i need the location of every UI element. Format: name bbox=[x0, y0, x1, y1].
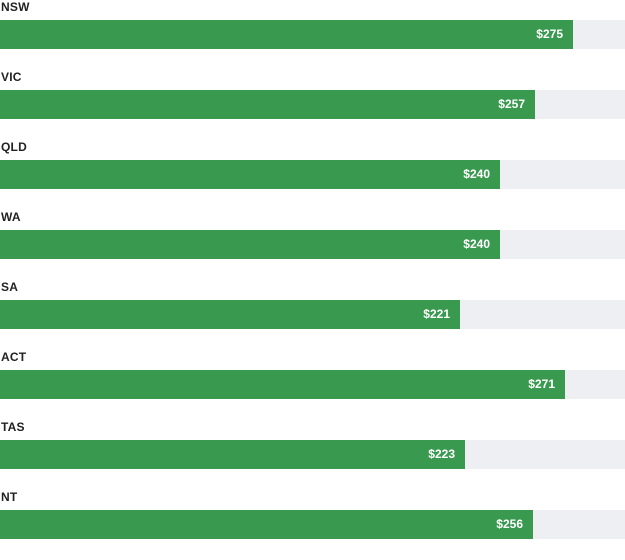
category-label: WA bbox=[1, 210, 21, 224]
bar: $256 bbox=[0, 510, 533, 539]
bar-row-wa: WA $240 bbox=[0, 210, 625, 280]
bar: $240 bbox=[0, 230, 500, 259]
data-label: $240 bbox=[463, 237, 490, 251]
bar-row-act: ACT $271 bbox=[0, 350, 625, 420]
bar-track: $271 bbox=[0, 370, 625, 399]
category-label: NT bbox=[1, 490, 18, 504]
bar-track: $240 bbox=[0, 160, 625, 189]
category-label: QLD bbox=[1, 140, 27, 154]
bar-track: $223 bbox=[0, 440, 625, 469]
bar-track: $221 bbox=[0, 300, 625, 329]
category-label: ACT bbox=[1, 350, 27, 364]
data-label: $271 bbox=[528, 377, 555, 391]
bar-row-vic: VIC $257 bbox=[0, 70, 625, 140]
bar-chart: NSW $275 VIC $257 QLD $240 WA $240 SA $221 ACT $271… bbox=[0, 0, 625, 539]
bar-row-nt: NT $256 bbox=[0, 490, 625, 560]
bar-track: $257 bbox=[0, 90, 625, 119]
bar: $271 bbox=[0, 370, 565, 399]
bar: $275 bbox=[0, 20, 573, 49]
category-label: TAS bbox=[1, 420, 25, 434]
bar-row-qld: QLD $240 bbox=[0, 140, 625, 210]
category-label: NSW bbox=[1, 0, 30, 14]
category-label: SA bbox=[1, 280, 19, 294]
data-label: $257 bbox=[498, 97, 525, 111]
data-label: $240 bbox=[463, 167, 490, 181]
data-label: $223 bbox=[428, 447, 455, 461]
bar-track: $256 bbox=[0, 510, 625, 539]
bar-row-tas: TAS $223 bbox=[0, 420, 625, 490]
bar-row-nsw: NSW $275 bbox=[0, 0, 625, 70]
data-label: $221 bbox=[423, 307, 450, 321]
data-label: $275 bbox=[536, 27, 563, 41]
bar: $240 bbox=[0, 160, 500, 189]
bar-track: $275 bbox=[0, 20, 625, 49]
bar: $223 bbox=[0, 440, 465, 469]
bar-track: $240 bbox=[0, 230, 625, 259]
bar: $221 bbox=[0, 300, 460, 329]
category-label: VIC bbox=[1, 70, 22, 84]
bar-row-sa: SA $221 bbox=[0, 280, 625, 350]
bar: $257 bbox=[0, 90, 535, 119]
data-label: $256 bbox=[496, 517, 523, 531]
